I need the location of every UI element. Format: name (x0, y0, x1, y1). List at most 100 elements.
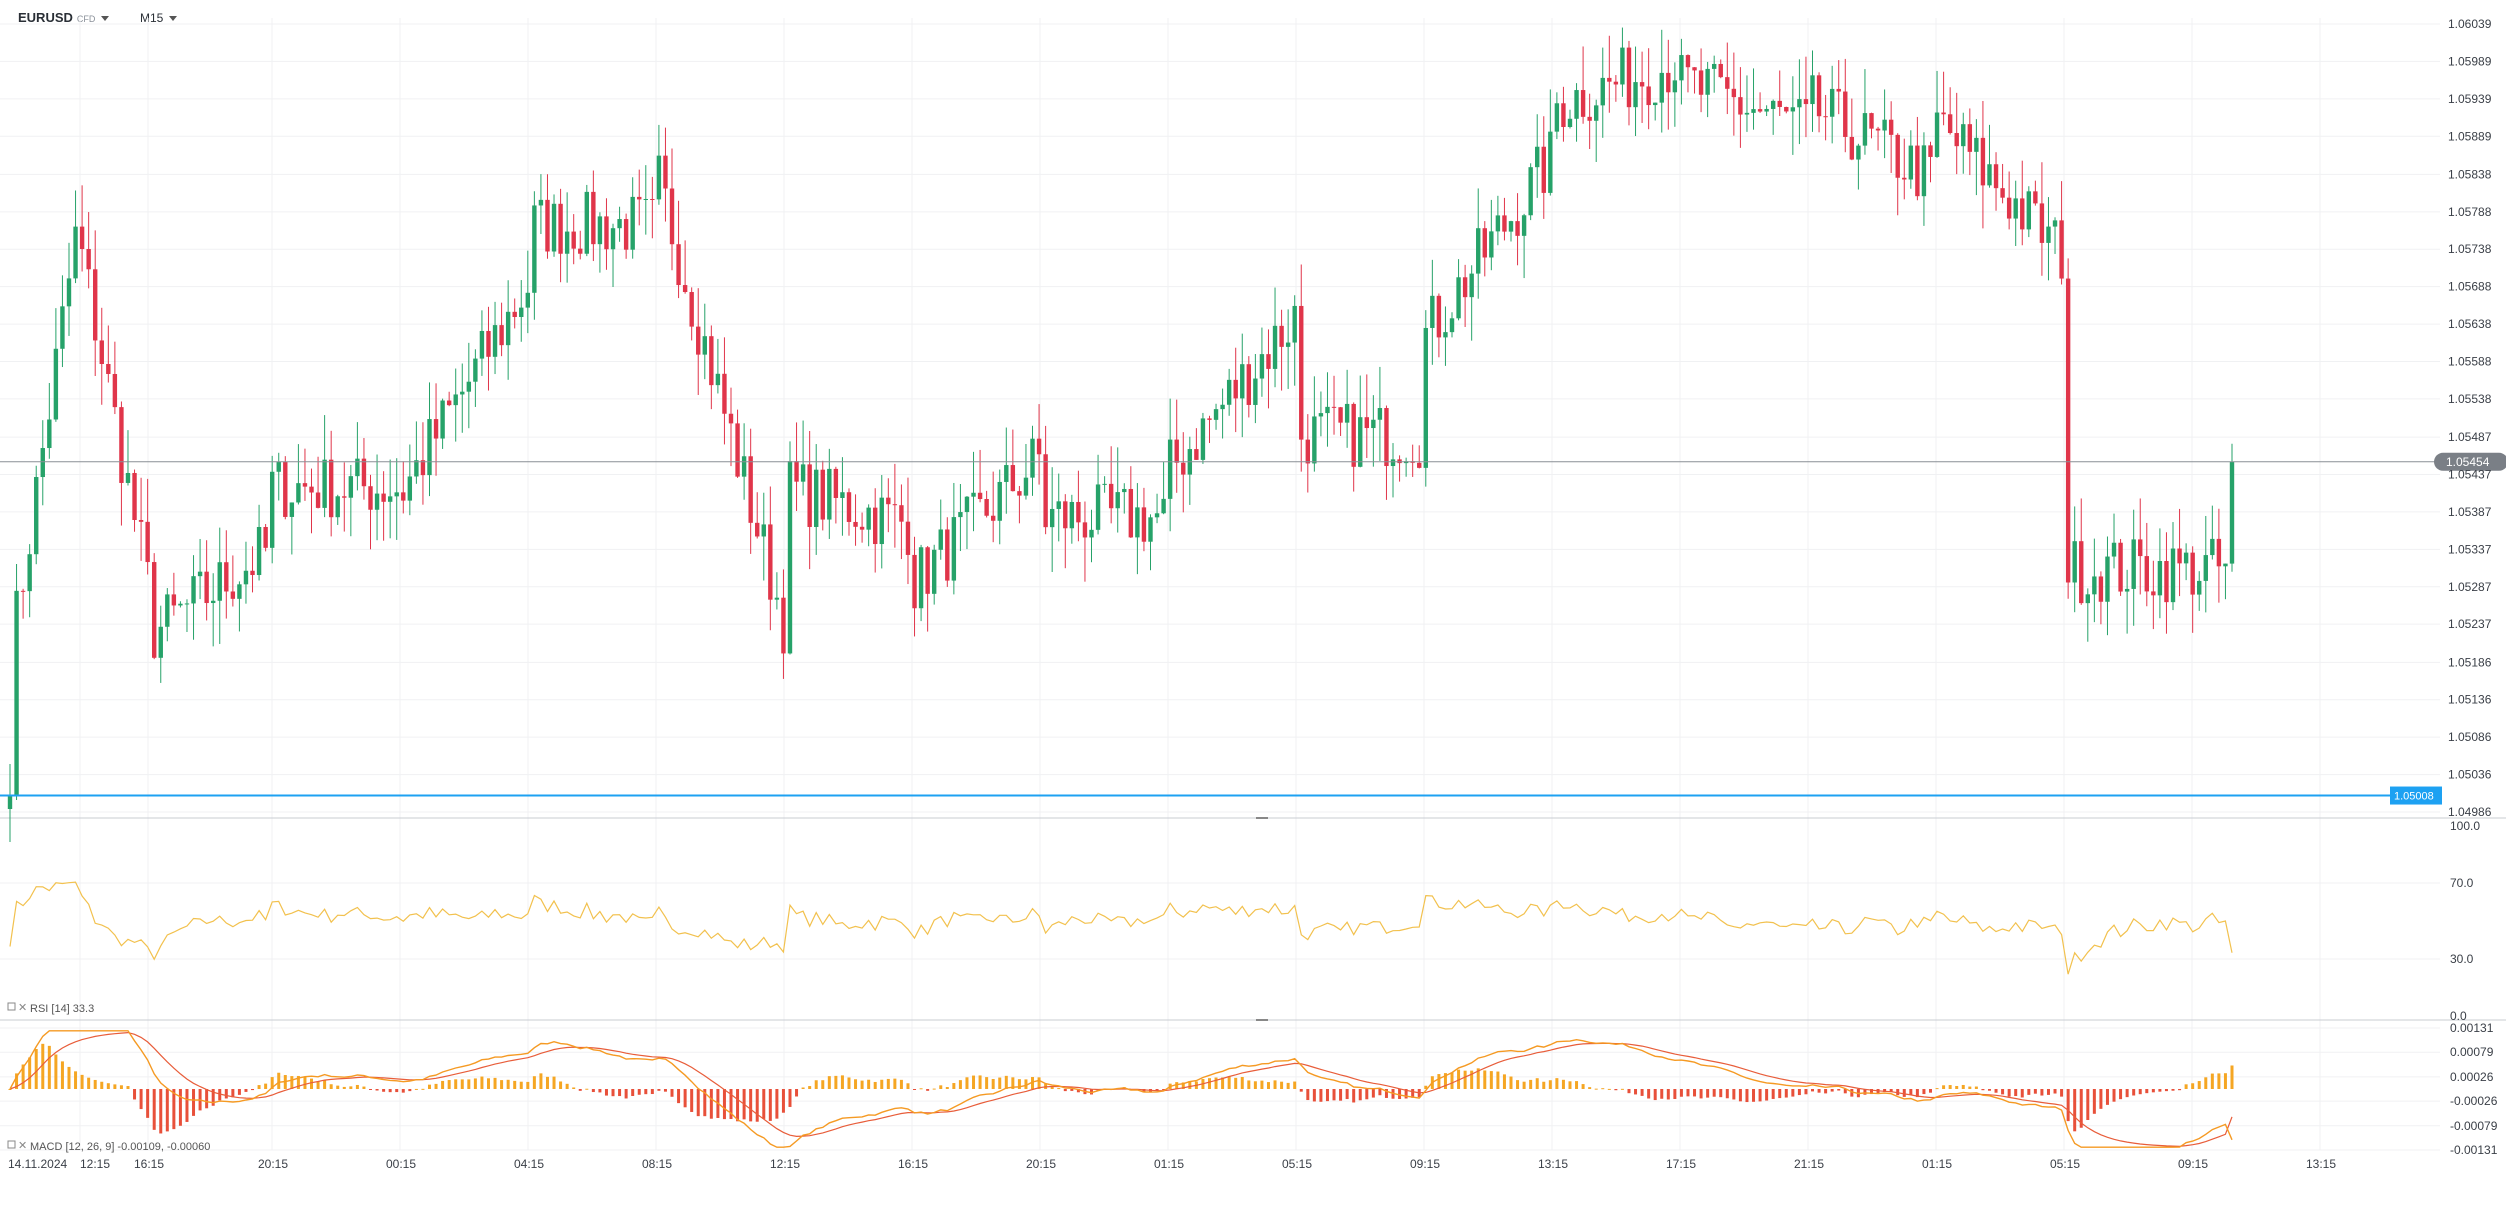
macd-histogram-bar (1358, 1089, 1362, 1101)
candle-down (1718, 63, 1723, 78)
macd-histogram-bar (1221, 1077, 1225, 1089)
candle-up (178, 603, 183, 606)
candle-up (2111, 542, 2117, 557)
macd-signal-line (9, 1031, 2233, 1147)
macd-histogram-bar (1666, 1089, 1670, 1100)
macd-histogram-bar (1935, 1088, 1939, 1090)
macd-histogram-bar (840, 1075, 844, 1089)
macd-histogram-bar (572, 1087, 576, 1089)
candle-down (682, 285, 688, 293)
candle-down (2039, 203, 2045, 243)
macd-histogram-bar (2164, 1089, 2168, 1092)
candle-down (2020, 198, 2025, 230)
candle-down (853, 521, 858, 527)
macd-histogram-bar (2027, 1089, 2031, 1095)
macd-tick-label: -0.00026 (2450, 1094, 2498, 1108)
macd-histogram-bar (342, 1086, 346, 1089)
candle-down (1803, 99, 1809, 105)
candle-up (210, 600, 216, 604)
candle-up (460, 391, 465, 395)
macd-histogram-bar (703, 1089, 707, 1117)
candle-down (79, 226, 85, 250)
macd-histogram-bar (34, 1048, 38, 1089)
candle-up (296, 483, 301, 503)
macd-histogram-bar (2191, 1083, 2195, 1089)
time-tick-label: 00:15 (386, 1157, 416, 1171)
macd-histogram-bar (15, 1073, 19, 1089)
candle-down (263, 526, 268, 548)
candle-up (584, 191, 590, 254)
macd-histogram-bar (1817, 1089, 1821, 1093)
candle-down (1502, 215, 1507, 232)
macd-histogram-bar (1004, 1075, 1008, 1089)
macd-histogram-bar (2158, 1089, 2162, 1092)
macd-histogram-bar (1037, 1077, 1041, 1089)
candle-down (886, 497, 891, 505)
candle-up (879, 497, 884, 545)
candle-down (1279, 325, 1284, 347)
candle-up (1358, 417, 1363, 467)
macd-line (9, 1030, 2233, 1148)
macd-histogram-bar (2105, 1089, 2109, 1105)
macd-histogram-bar (1293, 1081, 1297, 1089)
macd-histogram-bar (1811, 1089, 1815, 1092)
timeframe-selector[interactable]: M15 (140, 11, 178, 25)
candle-up (1154, 513, 1160, 518)
macd-histogram-bar (991, 1078, 995, 1089)
candle-up (2157, 561, 2163, 596)
candle-up (931, 549, 937, 594)
rsi-tick-label: 70.0 (2450, 876, 2474, 890)
candle-down (1947, 114, 1953, 134)
candle-down (1626, 47, 1632, 108)
candle-down (250, 570, 255, 576)
macd-histogram-bar (2033, 1089, 2037, 1094)
macd-histogram-bar (1090, 1089, 1094, 1095)
candle-up (440, 400, 445, 439)
candle-up (1620, 47, 1625, 85)
macd-histogram-bar (808, 1086, 812, 1089)
candle-down (1685, 55, 1691, 68)
macd-histogram-bar (1155, 1089, 1159, 1092)
macd-histogram-bar (513, 1080, 517, 1089)
candle-down (925, 547, 930, 594)
macd-histogram-bar (1771, 1089, 1775, 1099)
macd-histogram-bar (722, 1089, 726, 1120)
macd-histogram-bar (1987, 1089, 1991, 1091)
candle-up (256, 526, 262, 576)
macd-histogram-bar (1915, 1089, 1919, 1098)
candle-up (1764, 108, 1769, 112)
candle-up (827, 468, 832, 520)
macd-histogram-bar (467, 1079, 471, 1089)
macd-histogram-bar (532, 1076, 536, 1089)
symbol-selector[interactable]: EURUSD CFD (18, 10, 110, 25)
macd-histogram-bar (775, 1089, 779, 1119)
candle-down (1063, 501, 1068, 529)
candle-up (73, 226, 78, 279)
candle-up (1272, 325, 1278, 369)
macd-histogram-bar (2079, 1089, 2083, 1128)
macd-histogram-bar (2119, 1089, 2123, 1100)
macd-histogram-bar (133, 1089, 137, 1100)
macd-histogram-bar (565, 1083, 569, 1089)
candle-up (997, 481, 1002, 521)
macd-histogram-bar (1070, 1089, 1074, 1091)
macd-histogram-bar (1850, 1089, 1854, 1097)
price-tick-label: 1.05838 (2448, 167, 2492, 181)
candle-up (2085, 594, 2090, 604)
price-tick-label: 1.05788 (2448, 205, 2492, 219)
price-tick-label: 1.05287 (2448, 580, 2492, 594)
candle-up (1495, 215, 1501, 232)
candle-up (1213, 409, 1219, 420)
candle-up (1285, 342, 1291, 347)
macd-histogram-bar (880, 1079, 884, 1089)
candle-down (1331, 406, 1337, 408)
macd-histogram-bar (1830, 1089, 1834, 1092)
candle-down (302, 483, 308, 487)
macd-histogram-bar (106, 1083, 110, 1089)
candle-up (40, 448, 45, 478)
macd-histogram-bar (1778, 1089, 1782, 1099)
candle-down (381, 493, 386, 502)
candle-up (1148, 517, 1153, 542)
macd-histogram-bar (1883, 1089, 1887, 1093)
